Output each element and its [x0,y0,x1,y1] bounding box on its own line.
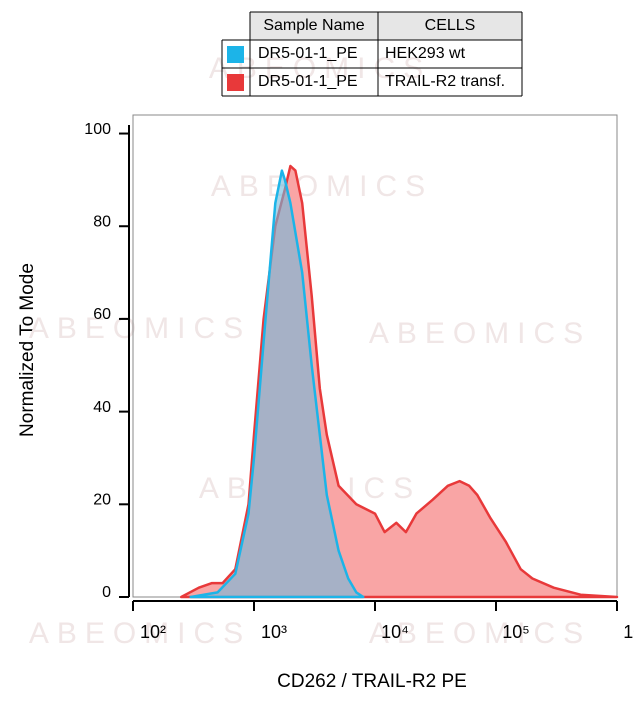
legend-label: TRAIL-R2 transf. [385,73,505,90]
legend-header: CELLS [425,17,476,34]
x-tick-label: 10⁴ [381,622,409,642]
legend-header-bg [250,12,522,40]
histogram-area [189,169,365,599]
legend-swatch [227,46,244,63]
watermark: ABEOMICS [369,617,591,650]
legend-sample: DR5-01-1_PE [258,45,358,62]
x-axis-label: CD262 / TRAIL-R2 PE [277,671,467,692]
watermark: ABEOMICS [29,312,251,345]
x-tick-label: 10² [140,622,166,642]
y-tick-label: 100 [84,121,111,138]
watermark: ABEOMICS [211,170,433,203]
x-tick-label: 10⁵ [502,622,529,642]
watermark: ABEOMICS [29,617,251,650]
legend-sample: DR5-01-1_PE [258,73,358,90]
y-tick-label: 0 [102,584,111,601]
legend-header: Sample Name [263,17,364,34]
y-tick-label: 20 [93,492,111,509]
x-tick-label: 10³ [261,622,287,642]
x-tick-label: 10⁶ [623,622,634,642]
legend-label: HEK293 wt [385,45,466,62]
y-axis-label: Normalized To Mode [17,263,38,437]
y-tick-label: 80 [93,213,111,230]
y-tick-label: 60 [93,306,111,323]
watermark: ABEOMICS [369,317,591,350]
legend-swatch [227,74,244,91]
y-tick-label: 40 [93,399,111,416]
